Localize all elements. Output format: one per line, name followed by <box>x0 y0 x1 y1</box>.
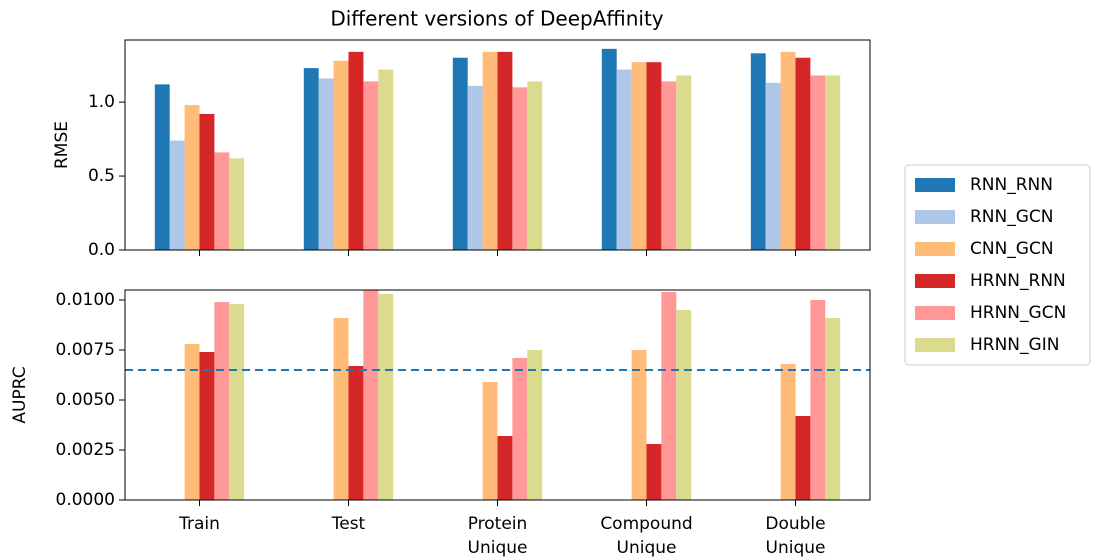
legend-label: CNN_GCN <box>970 239 1054 259</box>
y-tick-label: 0.0025 <box>56 440 115 460</box>
legend-label: HRNN_GIN <box>970 335 1059 355</box>
legend-swatch <box>915 306 955 320</box>
bar <box>303 68 319 250</box>
legend-label: HRNN_GCN <box>970 303 1066 323</box>
bar <box>229 158 245 250</box>
bar <box>527 350 543 500</box>
bar <box>810 300 826 500</box>
bar <box>333 60 349 250</box>
y-tick-label: 0.0 <box>88 240 115 260</box>
plot-frame <box>124 289 871 501</box>
bar <box>512 87 528 250</box>
bar <box>348 366 364 500</box>
legend-label: RNN_GCN <box>970 207 1054 227</box>
bar <box>452 57 468 251</box>
y-axis-label: AUPRC <box>10 366 30 423</box>
y-tick-label: 1.0 <box>88 92 115 112</box>
bar <box>333 318 349 500</box>
bar <box>661 292 677 500</box>
y-tick-label: 0.0075 <box>56 340 115 360</box>
bar <box>378 294 394 500</box>
bar <box>616 69 632 251</box>
bar <box>214 302 230 500</box>
bar <box>497 436 513 500</box>
y-tick-label: 0.5 <box>88 166 115 186</box>
chart-title: Different versions of DeepAffinity <box>330 7 663 31</box>
bar <box>676 310 692 500</box>
bar <box>184 344 200 500</box>
legend-swatch <box>915 178 955 192</box>
plot-frame <box>124 39 871 251</box>
bar <box>750 53 766 250</box>
bar <box>676 75 692 251</box>
bar <box>631 62 647 250</box>
bar <box>467 85 483 251</box>
bar <box>199 113 215 250</box>
bar <box>765 82 781 250</box>
bar <box>646 444 662 500</box>
bar <box>199 352 215 500</box>
bar <box>154 84 170 250</box>
bar <box>646 62 662 250</box>
bar <box>825 318 841 500</box>
x-tick-label: Protein Unique <box>468 514 528 558</box>
bar <box>184 105 200 250</box>
x-tick-label: Train <box>178 514 220 534</box>
bar <box>348 51 364 250</box>
bar <box>482 51 498 250</box>
bar <box>795 416 811 500</box>
bar <box>661 81 677 250</box>
legend-label: RNN_RNN <box>970 175 1053 195</box>
bar <box>825 75 841 251</box>
bar <box>512 358 528 500</box>
bar <box>363 81 379 250</box>
legend-swatch <box>915 242 955 256</box>
bar <box>378 69 394 251</box>
bar <box>363 290 379 500</box>
bar <box>810 75 826 251</box>
bar <box>318 78 334 250</box>
bar <box>169 140 185 250</box>
bar <box>795 57 811 251</box>
bar <box>214 152 230 250</box>
bar <box>780 364 796 500</box>
bar <box>497 51 513 250</box>
y-axis-label: RMSE <box>52 121 72 169</box>
legend-swatch <box>915 210 955 224</box>
x-tick-label: Test <box>331 514 366 534</box>
bar <box>631 350 647 500</box>
bar <box>482 382 498 500</box>
bar <box>601 48 617 251</box>
y-tick-label: 0.0050 <box>56 390 115 410</box>
y-tick-label: 0.0000 <box>56 490 115 510</box>
legend-swatch <box>915 338 955 352</box>
bar <box>780 51 796 250</box>
x-tick-label: Double Unique <box>765 514 825 558</box>
legend-swatch <box>915 274 955 288</box>
bar <box>527 81 543 250</box>
legend-label: HRNN_RNN <box>970 271 1066 291</box>
bar <box>229 304 245 500</box>
x-tick-label: Compound Unique <box>600 514 692 558</box>
y-tick-label: 0.0100 <box>56 290 115 310</box>
